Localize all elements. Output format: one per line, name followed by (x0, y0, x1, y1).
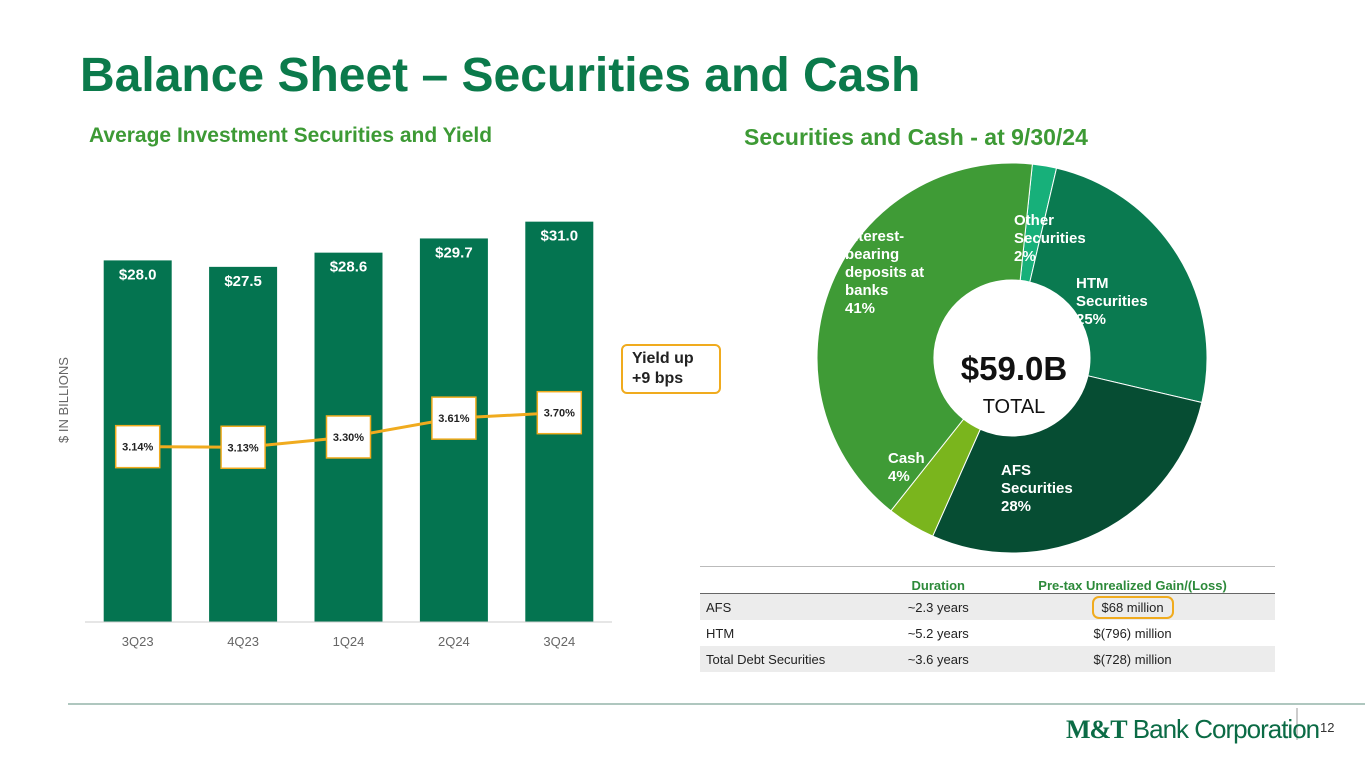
data-label-box (325, 415, 372, 459)
slice-name: HTM Securities (1076, 275, 1148, 310)
data-label-box (220, 425, 266, 470)
cell: ~5.2 years (907, 625, 969, 641)
data-label: 3.30% (333, 432, 364, 444)
data-label: $28.6 (330, 259, 368, 276)
header-cell: Duration (886, 566, 991, 594)
annotation: Yield up (632, 350, 694, 367)
x-tick-label: 2Q24 (438, 634, 470, 649)
data-label: 3.13% (227, 442, 258, 454)
x-tick-label: 3Q23 (122, 634, 154, 649)
cell: ~3.6 years (886, 646, 991, 672)
cell: $(796) million (1093, 625, 1172, 641)
chart-title: Average Investment Securities and Yield (89, 124, 493, 147)
slice-name: Cash (888, 450, 925, 467)
slice-name: Interest-bearing deposits at banks (845, 228, 925, 299)
slice-name: AFS Securities (1001, 462, 1073, 497)
cell: $68 million (990, 593, 1275, 620)
center-label: $59.0B (961, 350, 1067, 387)
page-number: 12 (1320, 720, 1335, 735)
data-label: $29.7 (435, 244, 473, 261)
data-label: $28.0 (119, 266, 157, 283)
slice-label: Cash 4% (888, 450, 948, 486)
slice-value: 28% (1001, 498, 1032, 515)
pie-slice (816, 162, 1033, 512)
x-tick-label: 4Q23 (227, 634, 259, 649)
center-sublabel: TOTAL (983, 396, 1046, 418)
y-axis-label: $ IN BILLIONS (56, 357, 71, 443)
pie-slice (932, 375, 1203, 554)
slide-title: Balance Sheet – Securities and Cash (80, 49, 921, 102)
logo-text: Bank Corporation (1132, 714, 1320, 744)
data-label: $31.0 (541, 228, 579, 245)
slice-value: 41% (845, 300, 876, 317)
table: Duration Pre-tax Unrealized Gain/(Loss) A… (700, 566, 1275, 672)
data-label-box (431, 396, 477, 440)
data-label: 3.61% (438, 413, 469, 425)
cell: HTM (706, 625, 735, 641)
chart-title: Securities and Cash - at 9/30/24 (744, 124, 1088, 150)
logo-mark: M&T (1066, 715, 1128, 744)
slice-label: Interest-bearing deposits at banks 41% (845, 228, 927, 318)
slice-label: HTM Securities 25% (1076, 275, 1176, 329)
data-label: 3.70% (544, 408, 575, 420)
slice-value: 25% (1076, 311, 1107, 328)
data-label-box (114, 424, 161, 469)
x-tick-label: 1Q24 (333, 634, 365, 649)
slice-value: 4% (888, 468, 910, 485)
x-tick-label: 3Q24 (543, 634, 575, 649)
annotation-box (621, 344, 721, 394)
data-label: $27.5 (224, 273, 262, 290)
annotation: +9 bps (632, 370, 683, 387)
data-label: 3.14% (122, 442, 153, 454)
cell: AFS (700, 593, 887, 620)
cell: ~2.3 years (886, 593, 991, 620)
slice-name: Other Securities (1014, 212, 1086, 247)
header-cell (700, 566, 887, 594)
header-cell: Pre-tax Unrealized Gain/(Loss) (990, 566, 1275, 594)
slice-label: AFS Securities 28% (1001, 462, 1101, 516)
slice-value: 2% (1014, 248, 1036, 265)
logo: M&T Bank Corporation (1066, 714, 1320, 745)
cell: $(728) million (990, 646, 1275, 672)
data-label-box (536, 390, 583, 435)
pie-slice (1029, 167, 1208, 404)
slice-label: Other Securities 2% (1014, 212, 1114, 266)
highlighted-cell: $68 million (1091, 595, 1174, 619)
cell: Total Debt Securities (700, 646, 887, 672)
